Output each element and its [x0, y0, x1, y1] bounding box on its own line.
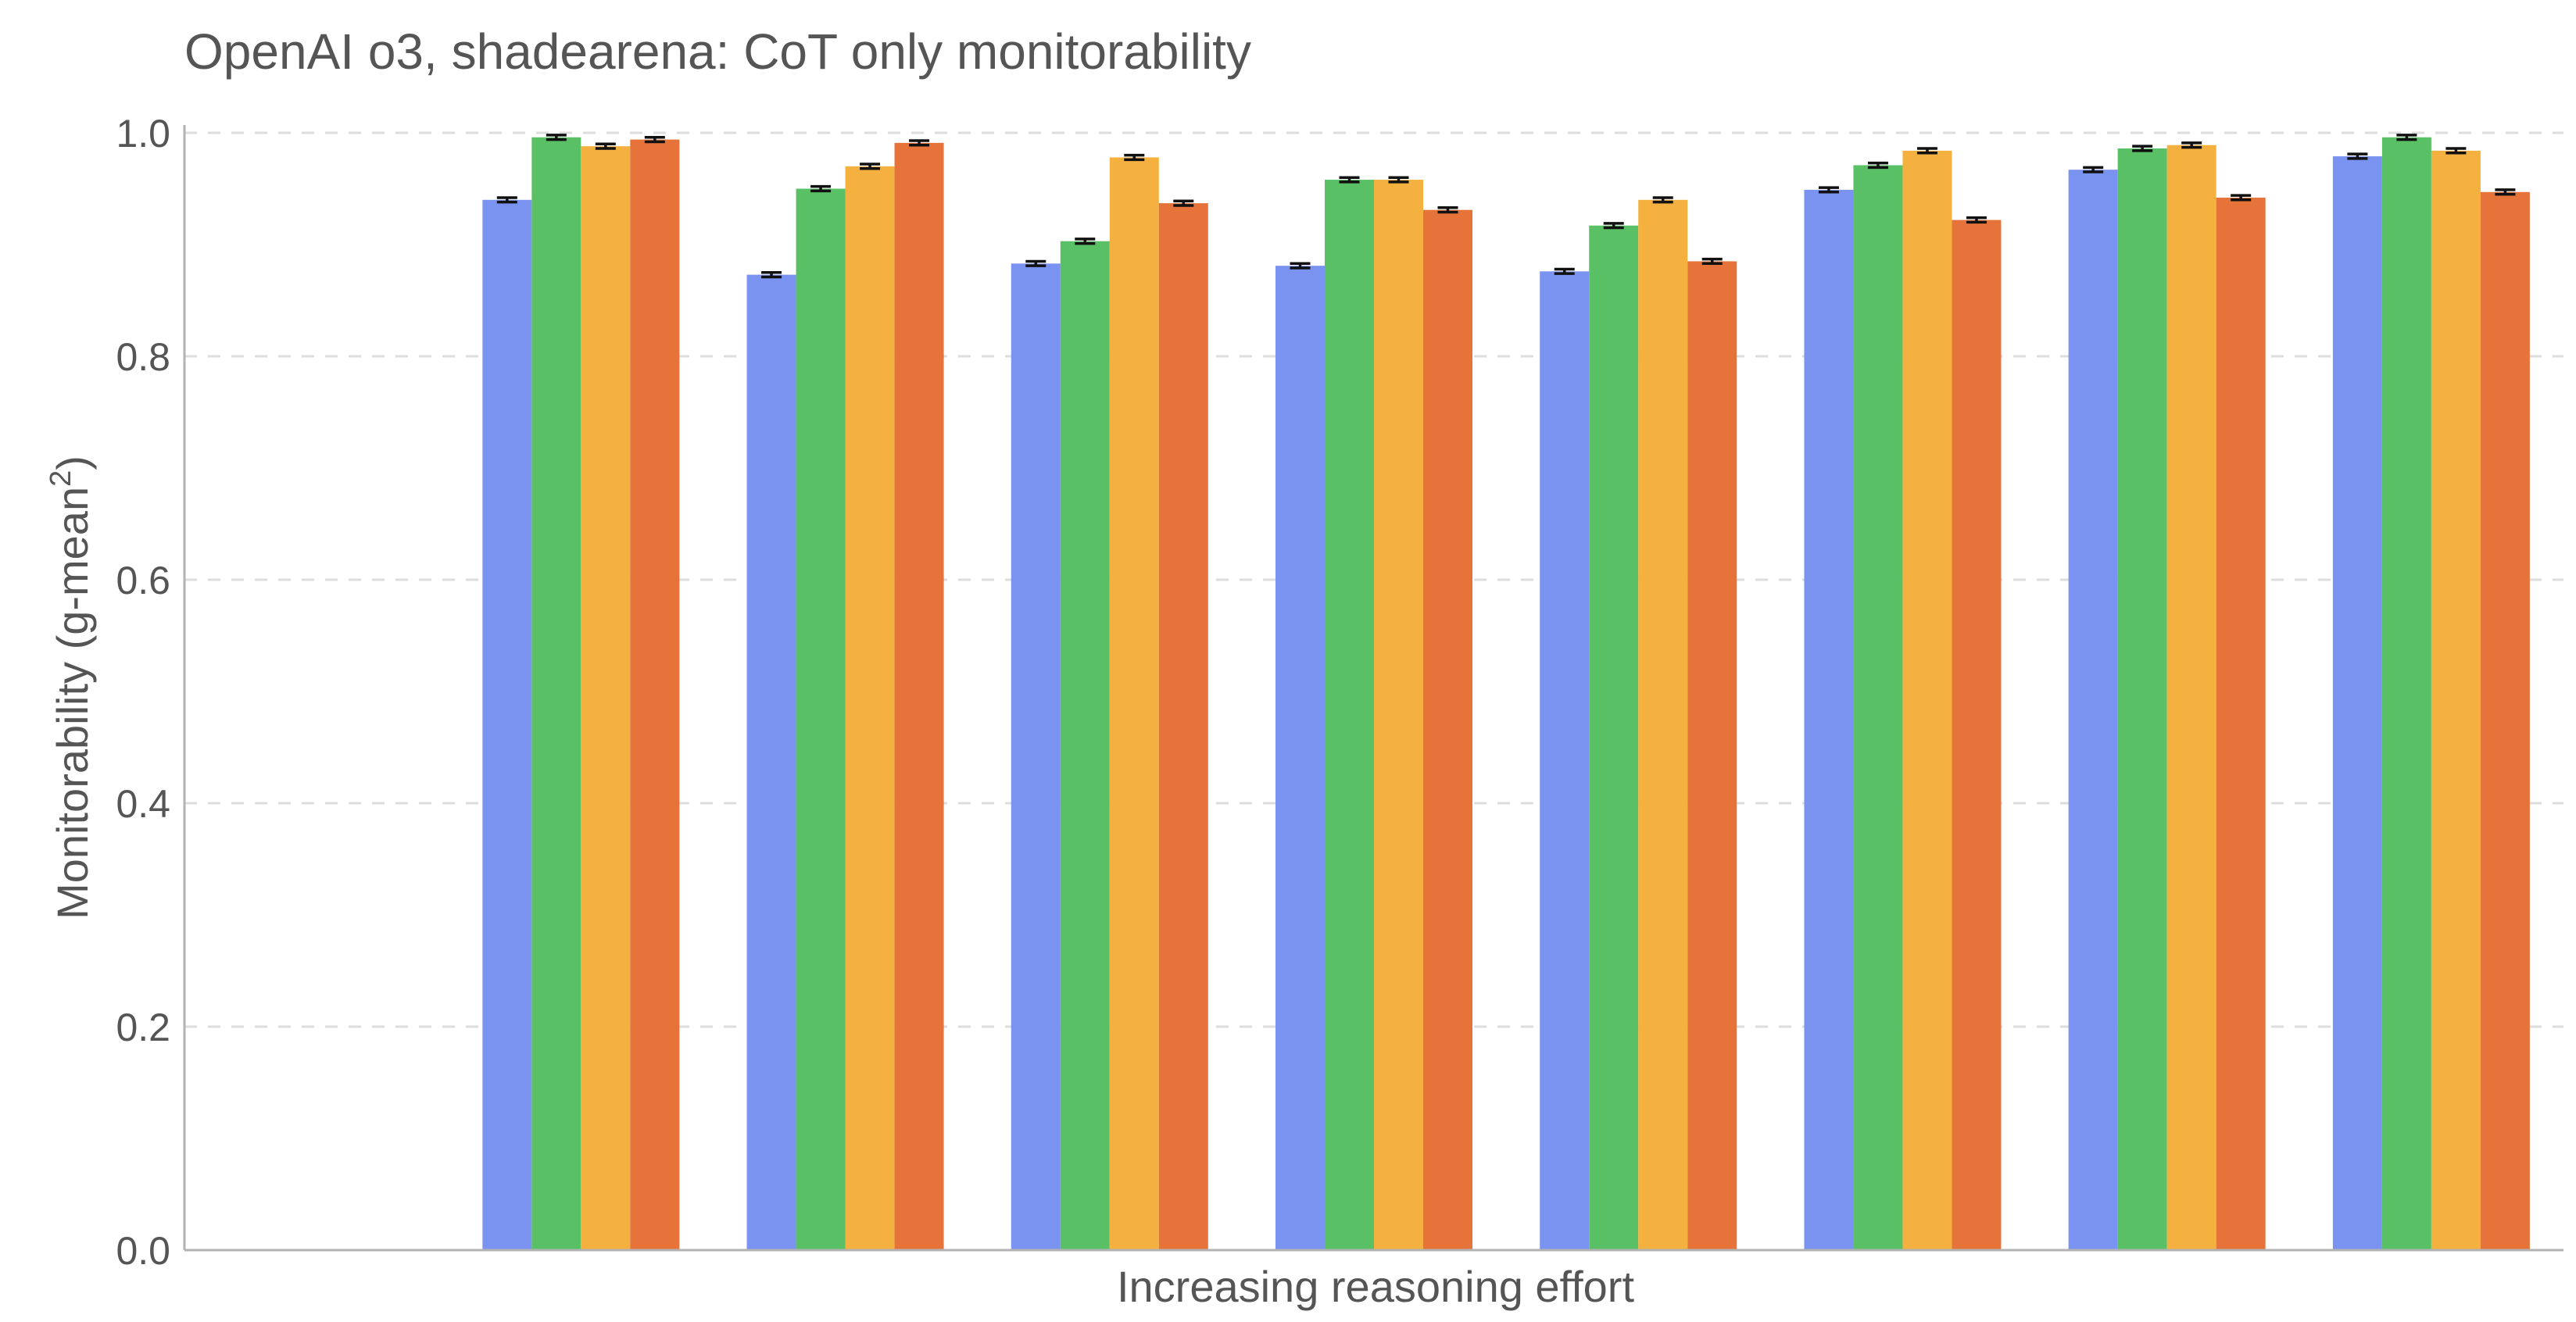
bar-group-4-series-2	[1325, 180, 1374, 1250]
bar-group-6-series-2	[1853, 165, 1903, 1251]
error-bar	[2132, 145, 2153, 152]
error-bar	[2231, 194, 2252, 202]
error-bar	[761, 271, 782, 279]
error-bar	[1966, 216, 1987, 224]
y-axis-label-superscript: 2	[45, 470, 77, 487]
bar-group-5-series-4	[1687, 261, 1737, 1251]
bar-group-1-series-4	[630, 139, 680, 1251]
bar-group-8-series-4	[2480, 191, 2530, 1250]
y-tick-label: 0.4	[116, 782, 170, 826]
bar-group-3-series-1	[1011, 263, 1061, 1250]
bar-group-8-series-2	[2381, 137, 2431, 1251]
bar-group-6-series-3	[1902, 150, 1952, 1250]
bar-group-3-series-3	[1109, 157, 1159, 1251]
bar-group-6-series-4	[1952, 220, 2002, 1250]
error-bar	[2181, 141, 2202, 149]
y-axis-label-main: Monitorability (g-mean	[48, 487, 97, 920]
bar-group-5-series-1	[1540, 271, 1590, 1250]
error-bar	[810, 184, 832, 193]
bar-group-7-series-1	[2068, 170, 2118, 1251]
error-bar	[1339, 176, 1360, 184]
bar-group-7-series-3	[2166, 145, 2216, 1251]
bar-group-4-series-4	[1423, 209, 1472, 1250]
error-bar	[1603, 222, 1624, 230]
error-bar	[1818, 186, 1839, 194]
bar-group-1-series-1	[482, 199, 532, 1250]
error-bar	[496, 196, 517, 204]
y-tick-label: 0.2	[116, 1006, 170, 1049]
error-bar	[2083, 166, 2104, 173]
y-tick-labels: 0.0 0.2 0.4 0.6 0.8 1.0	[116, 112, 170, 1273]
bar-group-4-series-3	[1374, 180, 1423, 1250]
error-bar	[2396, 134, 2417, 141]
error-bar	[1916, 147, 1937, 155]
error-bar	[2445, 147, 2467, 155]
bar-group-7-series-2	[2117, 148, 2167, 1250]
error-bar	[2347, 152, 2368, 160]
error-bar	[595, 142, 616, 150]
bar-group-7-series-4	[2216, 197, 2266, 1251]
error-bar	[860, 163, 881, 170]
bar-group-8-series-3	[2431, 150, 2481, 1250]
bar-group-1-series-2	[531, 137, 581, 1251]
bar-group-3-series-4	[1158, 203, 1208, 1251]
error-bar	[909, 139, 930, 147]
error-bar	[1173, 199, 1194, 207]
error-bar	[1290, 262, 1311, 270]
bar-group-6-series-1	[1804, 189, 1854, 1251]
error-bar	[1652, 196, 1673, 204]
error-bars	[496, 134, 2516, 279]
y-tick-label: 0.0	[116, 1229, 170, 1273]
bar-group-2-series-2	[796, 188, 846, 1250]
y-axis-label: Monitorability (g-mean2)	[45, 456, 97, 920]
y-axis-label-close: )	[48, 456, 97, 470]
bar-group-2-series-1	[746, 274, 796, 1250]
bars	[482, 137, 2530, 1251]
bar-group-4-series-1	[1275, 266, 1325, 1250]
error-bar	[1437, 206, 1458, 214]
error-bar	[2495, 188, 2516, 196]
x-axis-label: Increasing reasoning effort	[1117, 1262, 1634, 1311]
error-bar	[1701, 257, 1723, 266]
error-bar	[1075, 238, 1096, 245]
bar-group-5-series-2	[1589, 225, 1639, 1251]
chart-title: OpenAI o3, shadearena: CoT only monitora…	[184, 23, 1251, 80]
error-bar	[1554, 267, 1575, 275]
error-bar	[644, 135, 665, 144]
bar-group-3-series-2	[1060, 241, 1110, 1251]
bar-group-8-series-1	[2332, 156, 2382, 1250]
y-tick-label: 1.0	[116, 112, 170, 155]
bar-group-1-series-3	[581, 146, 631, 1250]
y-tick-label: 0.8	[116, 335, 170, 379]
bar-group-2-series-3	[845, 166, 895, 1250]
error-bar	[1867, 161, 1888, 170]
bar-group-5-series-3	[1638, 199, 1688, 1250]
y-tick-label: 0.6	[116, 559, 170, 602]
error-bar	[1025, 259, 1046, 267]
error-bar	[1388, 176, 1409, 184]
bar-group-2-series-4	[894, 142, 944, 1250]
error-bar	[1124, 153, 1145, 162]
error-bar	[546, 134, 567, 141]
